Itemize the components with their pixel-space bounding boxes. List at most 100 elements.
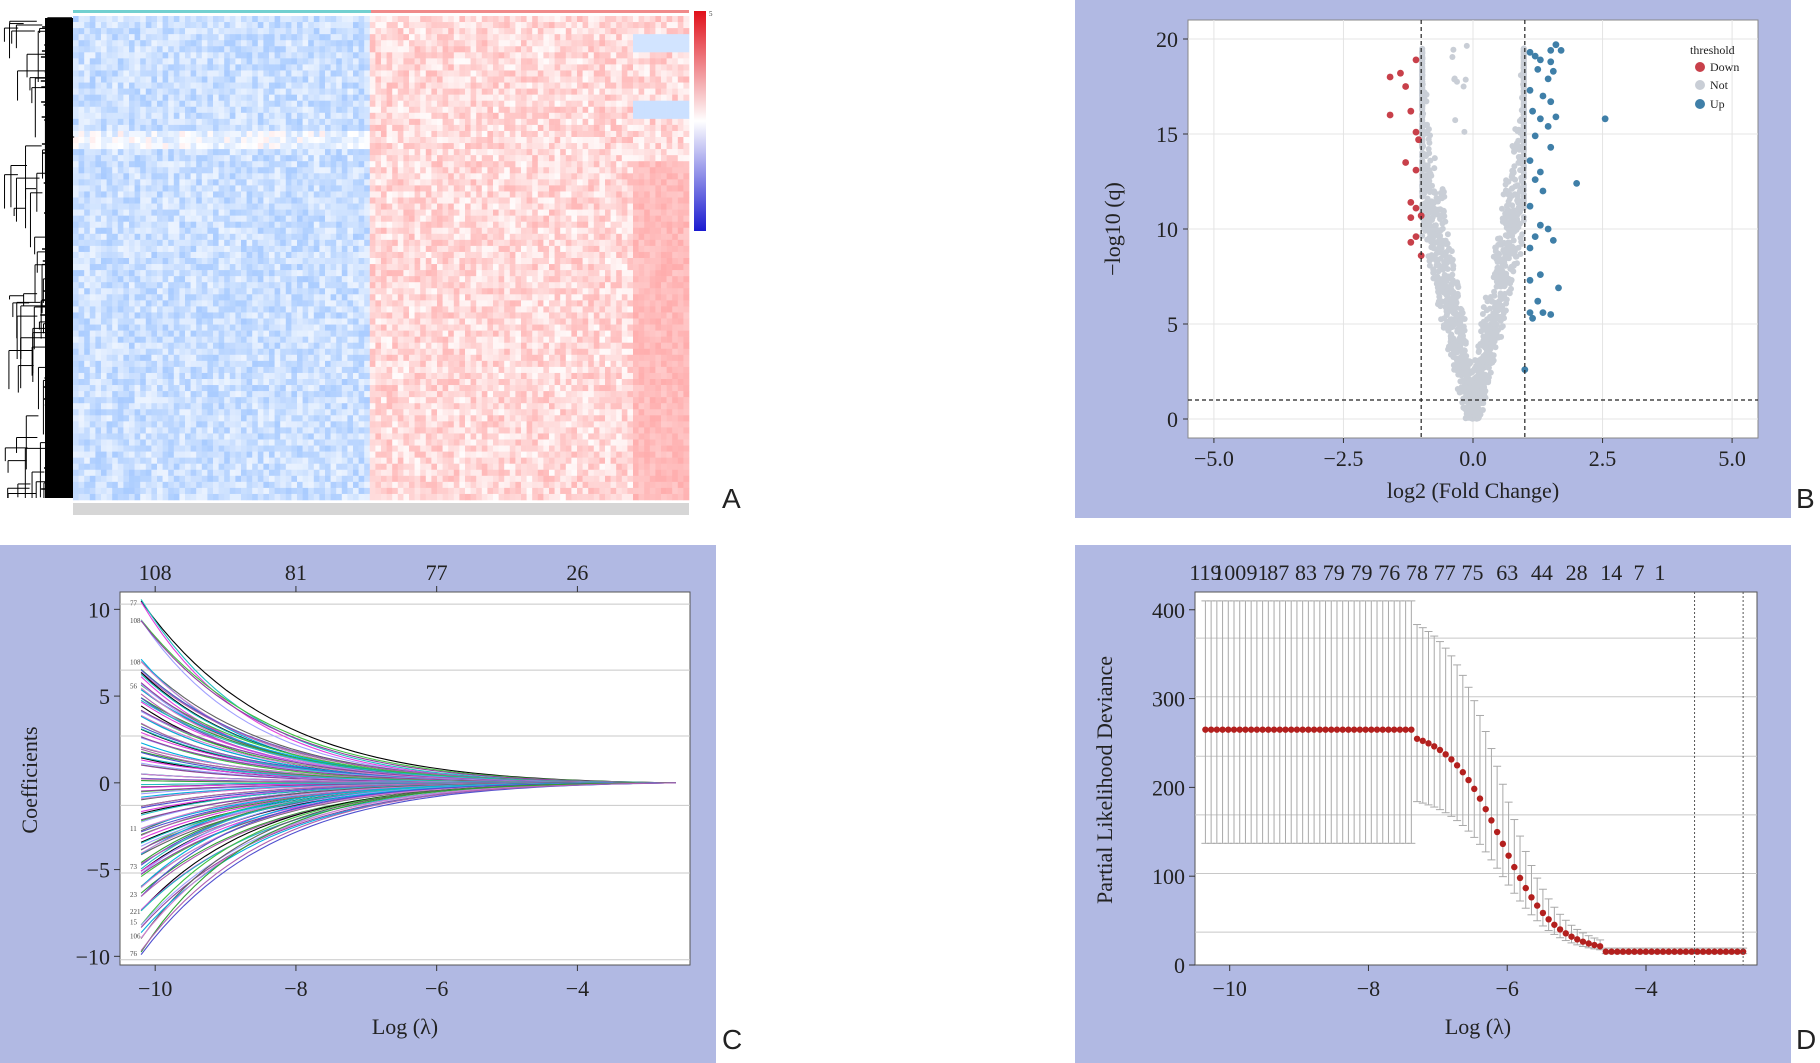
heatmap-cell bbox=[386, 88, 393, 95]
heatmap-cell bbox=[196, 342, 203, 350]
heatmap-cell bbox=[241, 118, 247, 126]
heatmap-cell bbox=[364, 288, 371, 295]
heatmap-cell bbox=[117, 28, 124, 35]
heatmap-cell bbox=[196, 209, 203, 216]
heatmap-cell bbox=[308, 173, 315, 180]
heatmap-cell bbox=[73, 348, 79, 356]
heatmap-cell bbox=[302, 324, 309, 331]
heatmap-cell bbox=[347, 409, 354, 416]
heatmap-cell bbox=[319, 112, 326, 120]
heatmap-cell bbox=[246, 457, 253, 464]
heatmap-cell bbox=[173, 391, 180, 398]
heatmap-cell bbox=[78, 439, 85, 446]
heatmap-cell bbox=[179, 64, 186, 71]
heatmap-cell bbox=[347, 245, 354, 253]
heatmap-cell bbox=[381, 469, 387, 477]
heatmap-cell bbox=[89, 300, 96, 307]
heatmap-cell bbox=[246, 451, 253, 458]
heatmap-cell bbox=[185, 106, 191, 114]
heatmap-cell bbox=[151, 354, 158, 362]
heatmap-cell bbox=[336, 306, 343, 313]
heatmap-cell bbox=[190, 88, 197, 95]
heatmap-cell bbox=[263, 493, 270, 501]
heatmap-cell bbox=[145, 475, 152, 483]
heatmap-cell bbox=[313, 397, 320, 404]
heatmap-cell bbox=[358, 360, 365, 368]
heatmap-cell bbox=[106, 463, 113, 471]
heatmap-cell bbox=[336, 282, 343, 289]
heatmap-cell bbox=[213, 487, 219, 495]
heatmap-cell bbox=[280, 421, 287, 428]
heatmap-cell bbox=[117, 233, 124, 241]
heatmap-cell bbox=[341, 288, 348, 295]
heatmap-cell bbox=[397, 227, 404, 235]
heatmap-cell bbox=[341, 161, 348, 168]
heatmap-cell bbox=[257, 173, 264, 180]
heatmap-cell bbox=[218, 415, 225, 422]
heatmap-cell bbox=[162, 167, 169, 174]
heatmap-cell bbox=[224, 118, 231, 126]
heatmap-cell bbox=[241, 258, 247, 265]
heatmap-cell bbox=[392, 191, 399, 198]
heatmap-cell bbox=[235, 40, 242, 47]
heatmap-cell bbox=[218, 360, 225, 368]
heatmap-cell bbox=[95, 372, 102, 380]
heatmap-cell bbox=[386, 330, 393, 337]
heatmap-cell bbox=[134, 354, 141, 362]
heatmap-cell bbox=[375, 197, 382, 204]
heatmap-cell bbox=[381, 124, 387, 132]
heatmap-cell bbox=[325, 137, 331, 144]
heatmap-cell bbox=[263, 46, 270, 53]
heatmap-cell bbox=[134, 415, 141, 422]
heatmap-cell bbox=[297, 475, 303, 483]
heatmap-cell bbox=[263, 52, 270, 59]
heatmap-cell bbox=[313, 209, 320, 216]
heatmap-cell bbox=[78, 22, 85, 29]
heatmap-cell bbox=[168, 173, 175, 180]
heatmap-cell bbox=[381, 397, 387, 404]
heatmap-cell bbox=[213, 372, 219, 380]
heatmap-cell bbox=[173, 276, 180, 283]
heatmap-cell bbox=[162, 58, 169, 65]
heatmap-cell bbox=[229, 76, 236, 83]
heatmap-cell bbox=[190, 348, 197, 356]
heatmap-cell bbox=[302, 203, 309, 210]
heatmap-cell bbox=[112, 76, 119, 83]
heatmap-cell bbox=[330, 143, 337, 150]
heatmap-cell bbox=[78, 245, 85, 253]
heatmap-cell bbox=[168, 451, 175, 458]
heatmap-cell bbox=[73, 282, 79, 289]
heatmap-cell bbox=[341, 251, 348, 259]
heatmap-cell bbox=[274, 161, 281, 168]
heatmap-cell bbox=[308, 143, 315, 150]
heatmap-cell bbox=[123, 348, 130, 356]
heatmap-cell bbox=[196, 366, 203, 374]
heatmap-cell bbox=[269, 366, 275, 374]
heatmap-cell bbox=[190, 354, 197, 362]
heatmap-cell bbox=[213, 239, 219, 247]
heatmap-cell bbox=[269, 372, 275, 380]
heatmap-cell bbox=[145, 391, 152, 398]
heatmap-cell bbox=[364, 493, 371, 501]
heatmap-cell bbox=[263, 28, 270, 35]
heatmap-cell bbox=[302, 118, 309, 126]
heatmap-cell bbox=[73, 173, 79, 180]
heatmap-cell bbox=[201, 70, 208, 77]
heatmap-cell bbox=[325, 264, 331, 271]
heatmap-cell bbox=[341, 415, 348, 422]
heatmap-cell bbox=[358, 300, 365, 307]
heatmap-cell bbox=[280, 445, 287, 452]
heatmap-cell bbox=[168, 22, 175, 29]
heatmap-cell bbox=[313, 197, 320, 204]
heatmap-cell bbox=[134, 100, 141, 108]
heatmap-cell bbox=[201, 22, 208, 29]
heatmap-cell bbox=[319, 312, 326, 319]
heatmap-cell bbox=[386, 415, 393, 422]
heatmap-cell bbox=[196, 16, 203, 23]
heatmap-cell bbox=[325, 300, 331, 307]
heatmap-cell bbox=[185, 100, 191, 108]
heatmap-cell bbox=[145, 318, 152, 325]
heatmap-cell bbox=[414, 94, 421, 101]
heatmap-cell bbox=[381, 348, 387, 356]
heatmap-cell bbox=[369, 282, 376, 289]
